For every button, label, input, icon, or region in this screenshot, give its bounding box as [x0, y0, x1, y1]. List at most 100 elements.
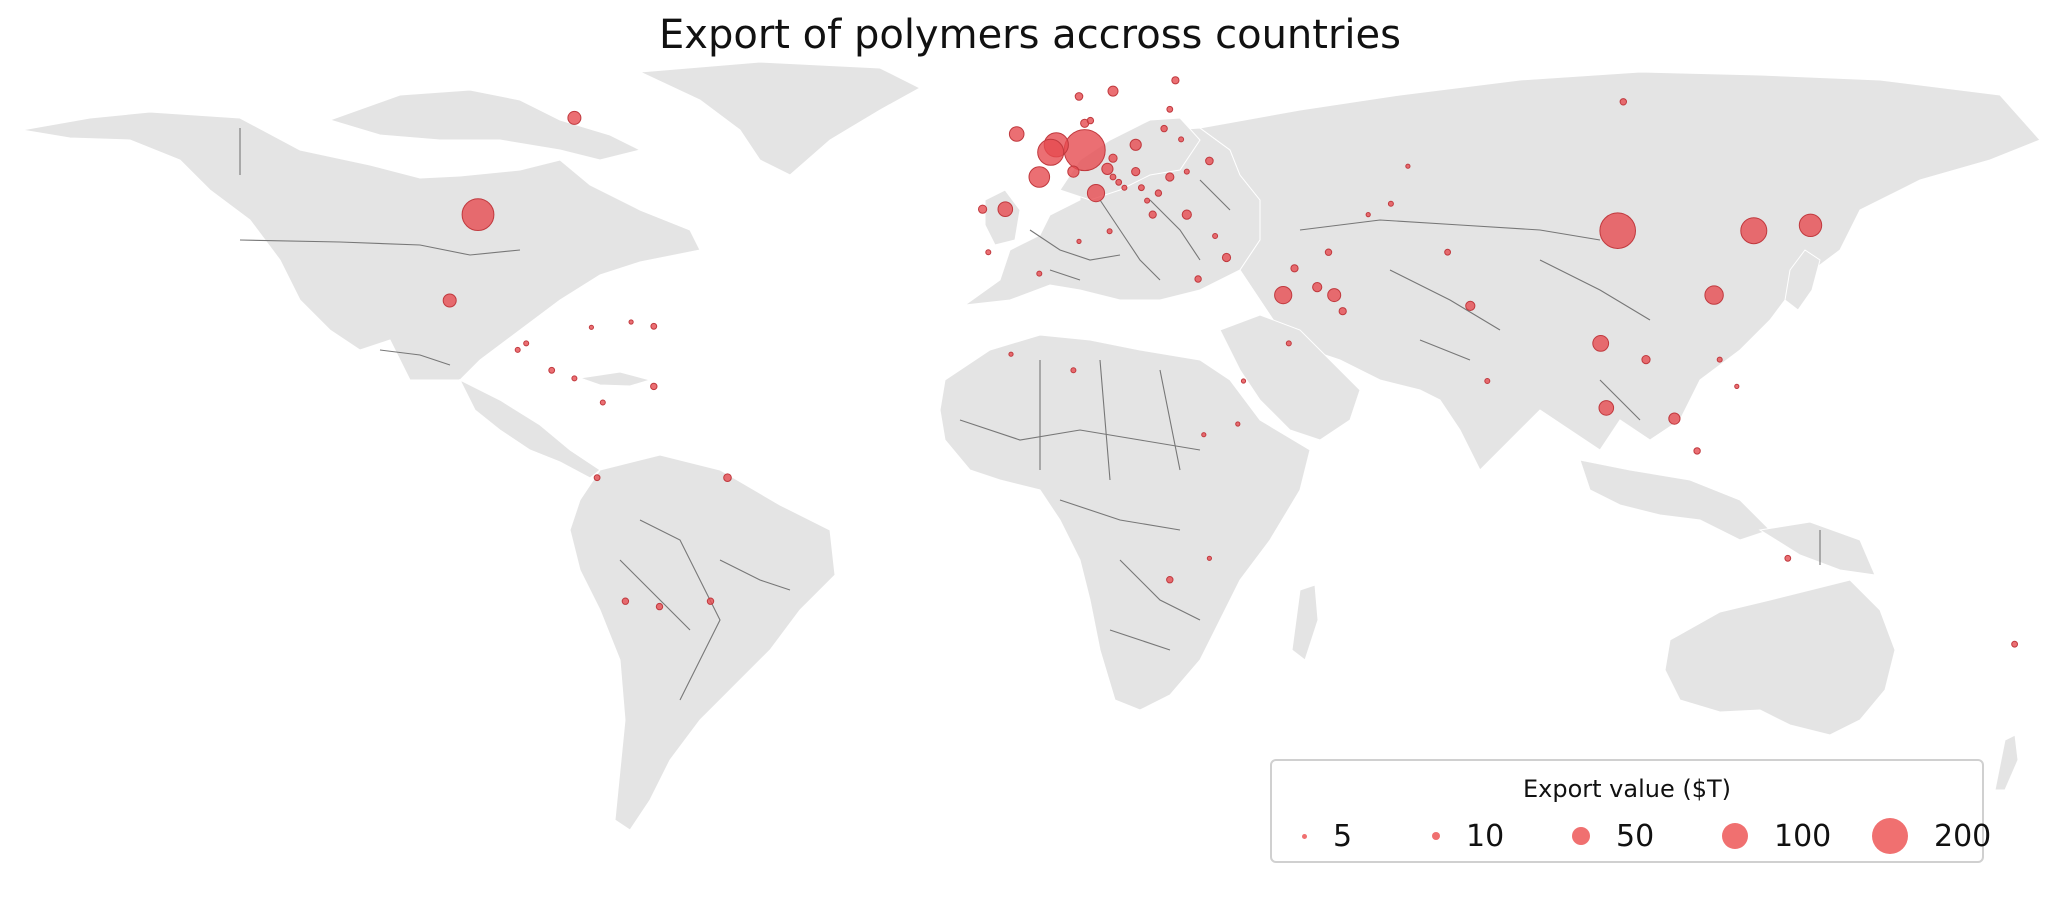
- export-bubble: [1107, 85, 1119, 97]
- export-bubble: [723, 473, 732, 483]
- export-bubble: [1160, 124, 1168, 133]
- export-bubble: [1740, 217, 1768, 245]
- export-bubble: [1181, 209, 1192, 220]
- export-bubble: [1036, 270, 1043, 277]
- export-bubble: [1668, 412, 1681, 425]
- export-bubble: [1131, 167, 1141, 177]
- export-bubble: [567, 110, 582, 125]
- landmass-new-zealand: [1994, 734, 2019, 791]
- export-bubble: [1028, 166, 1051, 188]
- landmass-canadian-arctic: [328, 89, 642, 161]
- export-bubble: [442, 293, 457, 308]
- export-bubble: [1405, 163, 1411, 169]
- border-asia: [1299, 219, 1651, 421]
- export-bubble: [1108, 153, 1118, 163]
- export-bubble: [1338, 307, 1347, 316]
- export-bubble: [1166, 105, 1174, 113]
- landmass-africa: [939, 334, 1311, 711]
- landmass-southeast-asia: [1579, 459, 1771, 541]
- legend-label: 50: [1616, 818, 1655, 854]
- export-bubble: [1205, 156, 1214, 166]
- export-bubble: [1101, 162, 1114, 175]
- export-bubble: [593, 474, 601, 482]
- export-bubble: [1067, 165, 1080, 178]
- export-bubble: [1387, 200, 1394, 207]
- export-bubble: [1194, 275, 1202, 283]
- landmass-south-america: [569, 454, 836, 831]
- export-bubble: [1444, 248, 1451, 256]
- export-bubble: [1274, 286, 1293, 305]
- legend-marker: [1302, 833, 1307, 839]
- export-bubble: [1619, 98, 1628, 106]
- export-bubble: [1115, 178, 1123, 186]
- legend-label: 100: [1774, 818, 1832, 854]
- legend-title: Export value ($T): [1522, 775, 1732, 803]
- export-bubble: [1212, 233, 1219, 239]
- export-bubble: [1138, 184, 1145, 192]
- export-bubble: [1178, 136, 1185, 143]
- legend-label: 10: [1466, 818, 1505, 854]
- export-bubble: [1599, 212, 1636, 249]
- export-bubble: [621, 597, 630, 605]
- export-bubble: [1484, 378, 1491, 384]
- export-bubble: [1148, 210, 1157, 219]
- landmass-australia: [1664, 579, 1896, 736]
- export-bubble: [628, 319, 634, 325]
- export-bubble: [1070, 367, 1077, 374]
- landmass-madagascar: [1291, 584, 1319, 661]
- export-bubble: [1206, 555, 1213, 561]
- export-bubble: [1365, 212, 1371, 218]
- page-title: Export of polymers accross countries: [659, 12, 1401, 58]
- export-bubble: [1235, 421, 1241, 427]
- export-bubble: [1106, 228, 1113, 235]
- export-bubble: [1641, 355, 1651, 365]
- legend-item-5: 5: [1302, 817, 1352, 855]
- landmass-central-america: [458, 378, 601, 479]
- export-bubble: [1086, 184, 1106, 203]
- landmass-british-isles: [984, 189, 1021, 246]
- legend-item-10: 10: [1432, 817, 1504, 855]
- legend-item-200: 200: [1872, 817, 1991, 855]
- export-bubble: [1144, 197, 1151, 204]
- landmass-north-america: [21, 111, 701, 381]
- border-africa: [959, 359, 1201, 651]
- export-bubble: [1129, 138, 1142, 151]
- landmass-new-guinea: [1758, 521, 1876, 576]
- export-bubble: [1693, 447, 1701, 455]
- border-us-canada: [239, 239, 521, 256]
- export-bubble: [1008, 351, 1014, 357]
- export-bubble: [1109, 173, 1117, 181]
- export-bubble: [1221, 252, 1232, 263]
- export-bubble: [1201, 432, 1207, 438]
- export-bubble: [1704, 285, 1724, 305]
- export-bubble: [1063, 129, 1106, 172]
- export-bubble: [1592, 335, 1610, 352]
- export-bubble: [1121, 184, 1128, 191]
- legend-label: 200: [1934, 818, 1992, 854]
- export-bubble: [1183, 168, 1190, 175]
- landmass-greenland: [638, 61, 922, 176]
- export-bubble: [1290, 264, 1299, 273]
- legend-item-100: 100: [1722, 817, 1831, 855]
- export-bubble: [1008, 126, 1025, 142]
- export-bubble: [523, 340, 530, 347]
- export-bubble: [1166, 576, 1174, 584]
- export-bubble: [655, 602, 664, 611]
- export-bubble: [1324, 248, 1333, 256]
- export-bubble: [978, 204, 988, 214]
- export-bubble: [650, 322, 658, 330]
- export-bubble: [1076, 238, 1082, 244]
- landmass-arabia: [1219, 314, 1361, 441]
- export-bubble: [1165, 172, 1175, 182]
- export-bubble: [1154, 189, 1163, 197]
- export-bubble: [571, 375, 578, 382]
- border-us-mexico: [379, 349, 451, 366]
- export-bubble: [985, 249, 992, 256]
- export-bubble: [1285, 340, 1292, 347]
- legend-label: 5: [1333, 818, 1353, 854]
- export-bubble: [1734, 383, 1740, 389]
- legend-marker: [1722, 823, 1748, 849]
- export-bubble: [599, 399, 606, 406]
- legend-marker: [1572, 827, 1590, 845]
